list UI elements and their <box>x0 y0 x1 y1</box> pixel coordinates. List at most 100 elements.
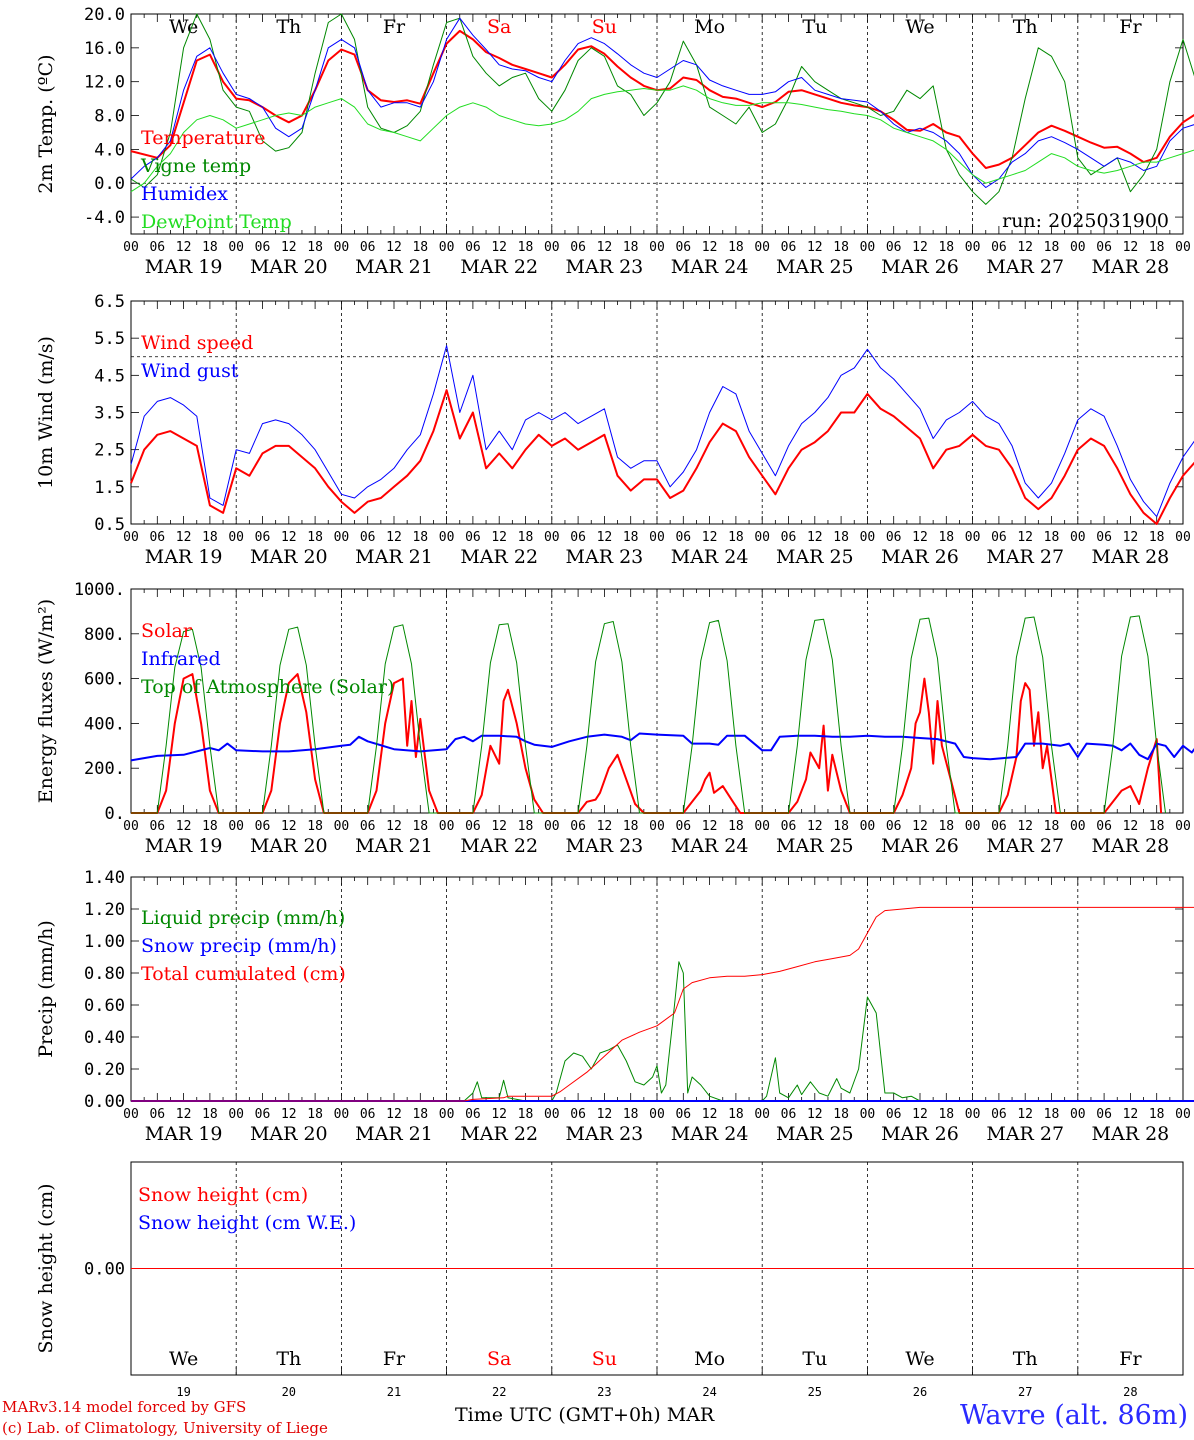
hour-tick-label: 00 <box>649 240 665 255</box>
date-label: MAR 25 <box>776 835 854 857</box>
hour-tick-label: 00 <box>439 819 455 834</box>
hour-tick-label: 00 <box>649 530 665 545</box>
date-label: MAR 21 <box>355 256 433 278</box>
panel-3: 00 06 12 18 00 06 12 18 00 06 12 18 00 06 12 18 00 06 12 18… <box>35 580 1194 857</box>
date-label: MAR 24 <box>671 835 749 857</box>
series-line <box>131 961 1194 1102</box>
y-tick-label: 1.40 <box>84 868 125 888</box>
hour-tick-label: 12 <box>491 1107 507 1122</box>
date-label: MAR 26 <box>881 1123 959 1145</box>
hour-tick-label: 18 <box>1044 240 1060 255</box>
hour-tick-label: 18 <box>1149 1107 1165 1122</box>
hour-tick-label: 06 <box>675 1107 691 1122</box>
hour-tick-label: 18 <box>1149 530 1165 545</box>
y-tick-label: 1.20 <box>84 900 125 920</box>
y-axis-label: Precip (mm/h) <box>35 920 57 1058</box>
hour-tick-label: 06 <box>360 819 376 834</box>
hour-tick-label: 18 <box>412 240 428 255</box>
y-tick-label: 5.5 <box>94 329 125 349</box>
date-label: MAR 23 <box>566 1123 644 1145</box>
x-axis-title: Time UTC (GMT+0h) MAR <box>455 1404 714 1426</box>
day-number-label: 19 <box>176 1385 190 1399</box>
legend-entry: Humidex <box>141 183 228 205</box>
hour-tick-label: 12 <box>702 819 718 834</box>
hour-tick-label: 12 <box>386 240 402 255</box>
date-label: MAR 20 <box>250 1123 328 1145</box>
hour-tick-label: 18 <box>623 1107 639 1122</box>
hour-tick-label: 00 <box>544 1107 560 1122</box>
hour-tick-label: 18 <box>202 240 218 255</box>
hour-tick-label: 18 <box>1044 819 1060 834</box>
date-label: MAR 27 <box>986 835 1064 857</box>
hour-tick-label: 18 <box>1044 1107 1060 1122</box>
legend-entry: Vigne temp <box>140 155 251 177</box>
date-label: MAR 28 <box>1092 546 1170 568</box>
hour-tick-label: 12 <box>912 819 928 834</box>
date-label: MAR 26 <box>881 546 959 568</box>
date-label: MAR 19 <box>145 256 223 278</box>
day-number-label: 21 <box>387 1385 401 1399</box>
hour-tick-label: 00 <box>1175 240 1191 255</box>
hour-tick-label: 12 <box>807 240 823 255</box>
hour-tick-label: 06 <box>675 530 691 545</box>
hour-tick-label: 06 <box>886 819 902 834</box>
date-label: MAR 27 <box>986 256 1064 278</box>
hour-tick-label: 18 <box>728 530 744 545</box>
hour-tick-label: 06 <box>991 530 1007 545</box>
date-label: MAR 23 <box>566 546 644 568</box>
y-axis-label: Snow height (cm) <box>35 1183 57 1353</box>
hour-tick-label: 06 <box>991 1107 1007 1122</box>
hour-tick-label: 18 <box>623 819 639 834</box>
hour-tick-label: 12 <box>912 1107 928 1122</box>
hour-tick-label: 06 <box>886 240 902 255</box>
hour-tick-label: 18 <box>307 240 323 255</box>
y-tick-label: 0.00 <box>84 1260 125 1280</box>
date-label: MAR 20 <box>250 256 328 278</box>
y-tick-label: 0.00 <box>84 1092 125 1112</box>
y-tick-label: 12.0 <box>84 73 125 93</box>
hour-tick-label: 00 <box>1070 240 1086 255</box>
hour-tick-label: 18 <box>1149 819 1165 834</box>
hour-tick-label: 18 <box>202 819 218 834</box>
hour-tick-label: 18 <box>518 240 534 255</box>
date-label: MAR 28 <box>1092 256 1170 278</box>
hour-tick-label: 00 <box>228 240 244 255</box>
hour-tick-label: 12 <box>281 1107 297 1122</box>
legend-entry: Liquid precip (mm/h) <box>141 907 345 929</box>
hour-tick-label: 18 <box>728 240 744 255</box>
weekday-label: We <box>905 1348 934 1370</box>
hour-tick-label: 00 <box>965 819 981 834</box>
date-label: MAR 21 <box>355 546 433 568</box>
hour-tick-label: 12 <box>386 1107 402 1122</box>
legend-entry: Snow height (cm W.E.) <box>138 1212 356 1234</box>
y-tick-label: 400. <box>84 714 125 734</box>
hour-tick-label: 06 <box>255 1107 271 1122</box>
time-utc-label: Time UTC (GMT+0h) <box>455 1404 661 1426</box>
hour-tick-label: 00 <box>228 819 244 834</box>
hour-tick-label: 12 <box>491 240 507 255</box>
series-line <box>130 29 1194 169</box>
hour-tick-label: 00 <box>860 819 876 834</box>
legend-entry: Top of Atmosphere (Solar) <box>141 676 394 698</box>
weekday-label: Fr <box>383 1348 406 1370</box>
hour-tick-label: 00 <box>754 1107 770 1122</box>
hour-tick-label: 06 <box>886 530 902 545</box>
hour-tick-label: 00 <box>544 819 560 834</box>
date-label: MAR 19 <box>145 546 223 568</box>
y-tick-label: 20.0 <box>84 5 125 25</box>
date-label: MAR 25 <box>776 546 854 568</box>
weekday-label: Th <box>1013 1348 1038 1370</box>
hour-tick-label: 18 <box>307 819 323 834</box>
hour-tick-label: 06 <box>360 240 376 255</box>
hour-tick-label: 06 <box>465 530 481 545</box>
hour-tick-label: 00 <box>1070 1107 1086 1122</box>
hour-tick-label: 06 <box>149 819 165 834</box>
panel-5: 19 We 20 Th 21 Fr 22 Sa 23 Su 24 Mo 25 Tu 26 We 27 Th 28 Fr… <box>35 1161 1194 1399</box>
legend-entry: DewPoint Temp <box>141 211 292 233</box>
hour-tick-label: 06 <box>781 819 797 834</box>
hour-tick-label: 00 <box>754 819 770 834</box>
date-label: MAR 24 <box>671 546 749 568</box>
hour-tick-label: 12 <box>386 530 402 545</box>
lab-credit: (c) Lab. of Climatology, University of L… <box>2 1419 328 1437</box>
hour-tick-label: 12 <box>491 530 507 545</box>
